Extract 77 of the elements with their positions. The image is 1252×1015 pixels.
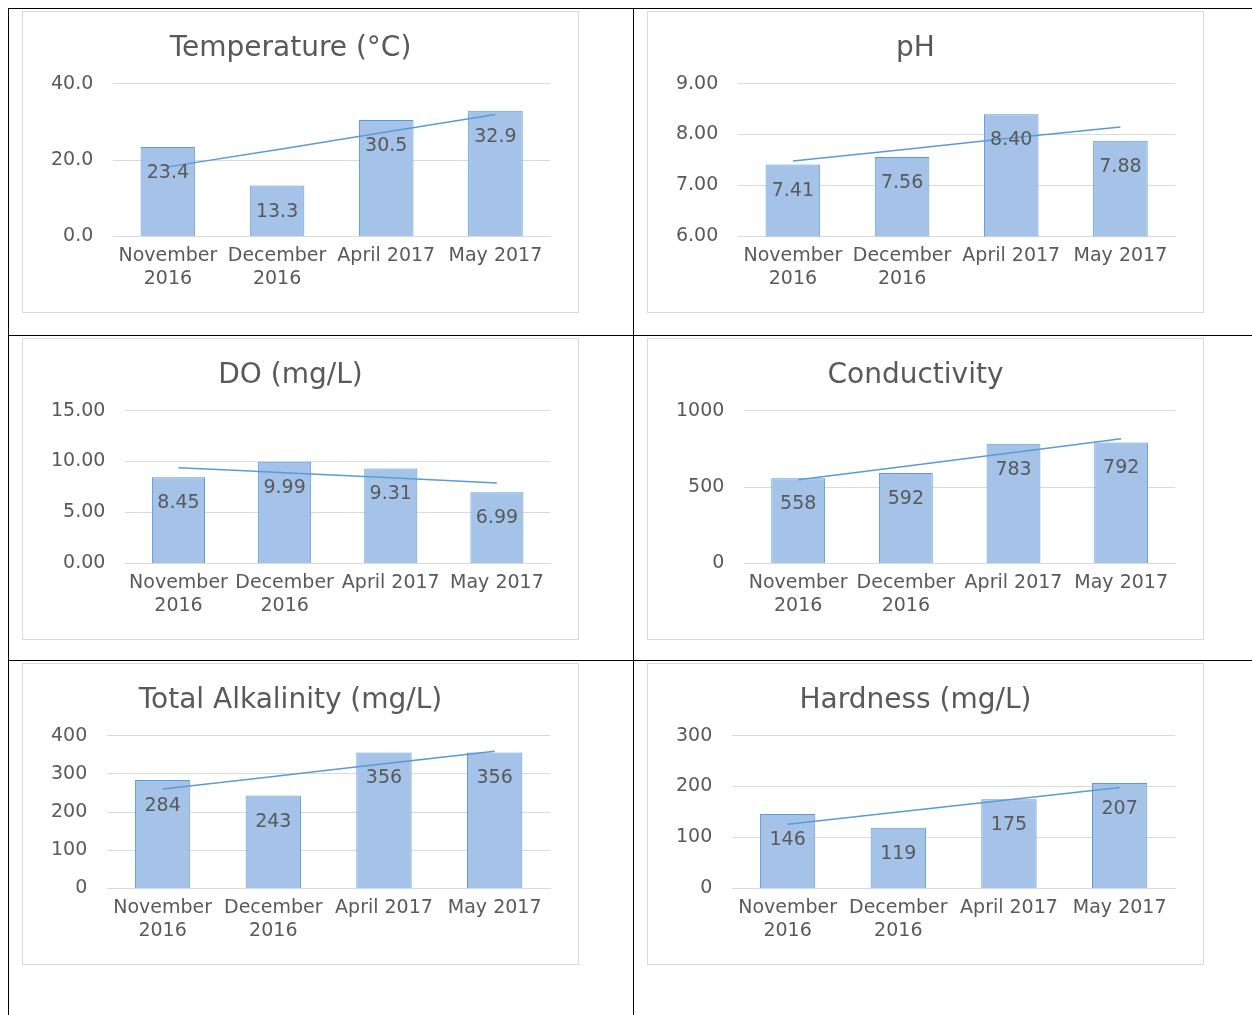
chart-title: Temperature (°C) [168,30,412,64]
x-tick-label: May 2017 [1074,569,1169,592]
data-label: 207 [1101,795,1138,818]
data-label: 7.88 [1099,153,1142,176]
data-label: 23.4 [146,159,190,182]
data-label: 558 [780,491,817,514]
data-label: 356 [365,765,403,788]
chart-title: DO (mg/L) [218,357,363,391]
data-label: 175 [990,812,1028,835]
chart-title: Conductivity [827,357,1004,391]
data-label: 8.40 [990,127,1033,150]
y-tick-label: 9.00 [675,70,719,93]
data-label: 592 [887,485,924,508]
x-tick-label: November 2016 [748,569,848,615]
data-label: 30.5 [365,132,408,155]
y-tick-label: 300 [51,760,88,783]
y-tick-label: 200 [51,798,88,821]
chart-title: pH [896,30,935,64]
data-label: 7.56 [880,169,924,192]
y-tick-label: 400 [51,722,88,745]
x-tick-label: November 2016 [113,894,213,940]
data-label: 32.9 [474,123,517,146]
x-tick-label: December 2016 [849,894,948,940]
y-tick-label: 6.00 [675,223,719,246]
x-tick-label: May 2017 [448,242,543,265]
x-tick-label: November 2016 [738,894,838,940]
y-tick-label: 1000 [675,397,725,420]
y-tick-label: 8.00 [675,121,719,144]
data-label: 783 [995,456,1032,479]
y-tick-label: 5.00 [63,499,106,522]
y-tick-label: 15.00 [50,397,106,420]
y-tick-label: 40.0 [50,70,94,93]
x-tick-label: December 2016 [852,242,952,288]
data-label: 9.31 [369,481,412,504]
x-tick-label: November 2016 [743,242,843,288]
data-label: 146 [769,826,806,849]
y-tick-label: 10.00 [50,448,106,471]
x-tick-label: May 2017 [1073,242,1168,265]
x-tick-label: November 2016 [129,569,229,615]
x-tick-label: April 2017 [962,242,1061,265]
data-label: 243 [255,808,292,831]
y-tick-label: 0 [700,875,713,898]
x-tick-label: April 2017 [341,569,440,592]
x-tick-label: December 2016 [235,569,335,615]
chart-title: Hardness (mg/L) [799,682,1032,716]
data-label: 13.3 [255,198,299,221]
data-label: 119 [880,840,917,863]
y-tick-label: 100 [51,837,88,860]
chart-title: Total Alkalinity (mg/L) [137,682,443,716]
data-label: 6.99 [475,505,519,528]
data-label: 356 [476,765,513,788]
x-tick-label: December 2016 [224,894,323,940]
x-tick-label: April 2017 [964,569,1063,592]
x-tick-label: May 2017 [450,569,544,592]
data-label: 7.41 [771,177,815,200]
x-tick-label: December 2016 [227,242,327,288]
x-tick-label: November 2016 [118,242,218,288]
y-tick-label: 200 [676,773,713,796]
x-tick-label: April 2017 [335,894,433,917]
data-label: 284 [144,792,181,815]
data-label: 792 [1103,455,1140,478]
y-tick-label: 0 [712,550,725,573]
y-tick-label: 100 [676,824,713,847]
x-tick-label: May 2017 [447,894,542,917]
y-tick-label: 0.00 [63,550,106,573]
x-tick-label: April 2017 [337,242,436,265]
y-tick-label: 0.0 [63,223,94,246]
data-label: 8.45 [157,490,200,513]
y-tick-label: 300 [676,722,713,745]
y-tick-label: 0 [75,875,88,898]
data-label: 9.99 [263,474,306,497]
y-tick-label: 7.00 [675,172,719,195]
y-tick-label: 20.0 [50,146,94,169]
x-tick-label: December 2016 [856,569,956,615]
x-tick-label: May 2017 [1072,894,1167,917]
y-tick-label: 500 [688,473,725,496]
x-tick-label: April 2017 [960,894,1058,917]
